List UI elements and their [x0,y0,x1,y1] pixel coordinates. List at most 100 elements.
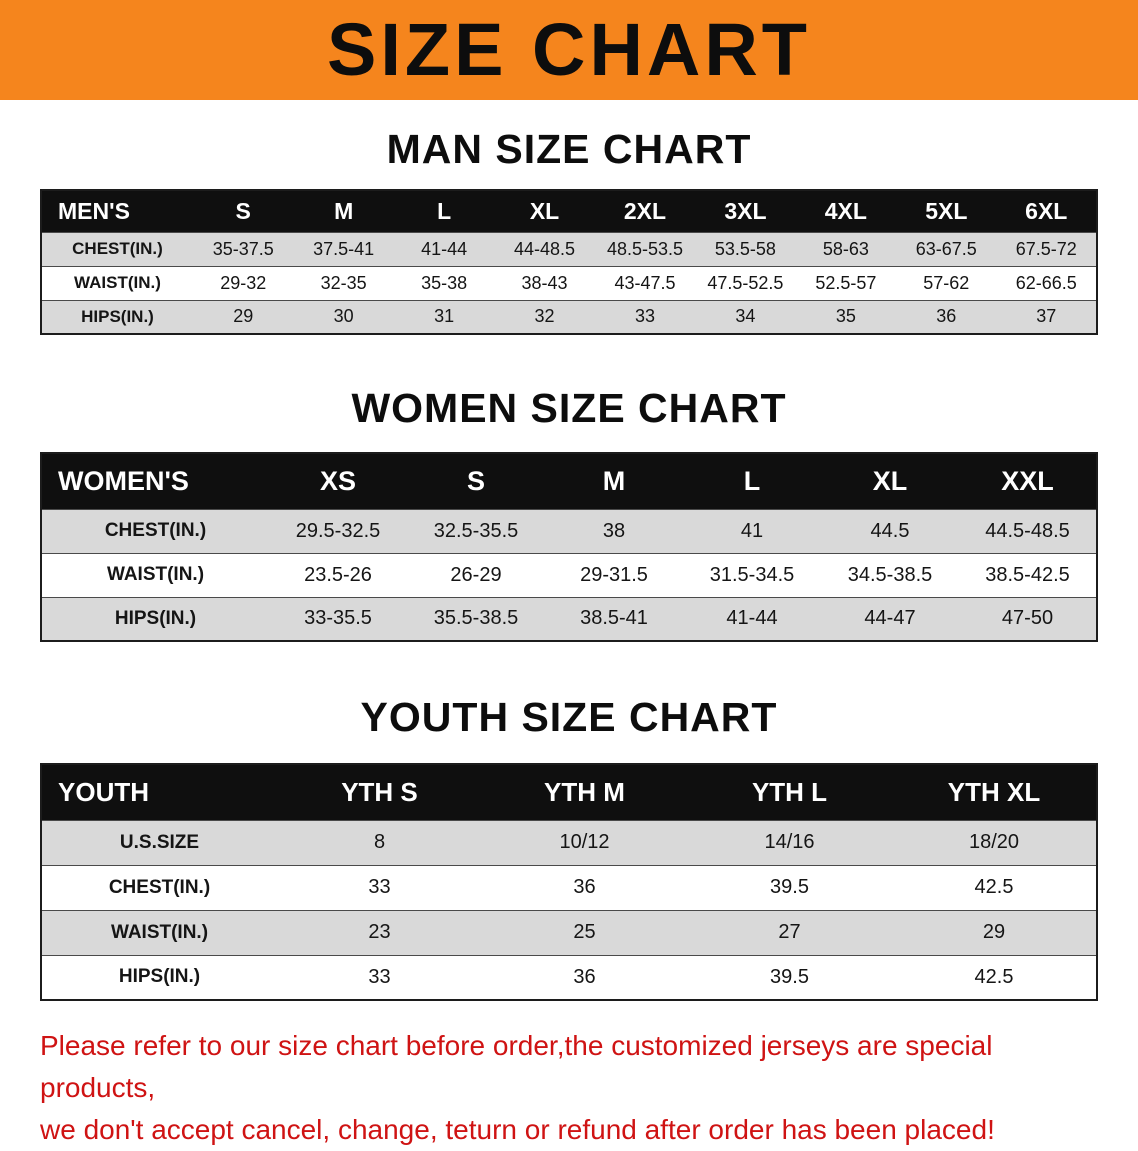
table-group-label: WOMEN'S [58,465,189,496]
value-cell: 41-44 [726,607,778,630]
row-label-cell: CHEST(IN.) [104,520,207,541]
table-row: HIPS(IN.) 33 36 39.5 42.5 [41,955,1097,1000]
value-cell: 35.5-38.5 [433,607,519,630]
size-chart-banner: SIZE CHART [0,0,1138,100]
table-group-label: MEN'S [58,197,130,224]
men-size-chart-heading: MAN SIZE CHART [386,126,752,172]
table-row: CHEST(IN.) 35-37.5 37.5-41 41-44 44-48.5 48.5… [41,232,1097,266]
value-cell: 27 [778,921,801,943]
size-column-header: 5XL [925,197,968,224]
value-cell: 37 [1036,306,1057,327]
size-column-header: XL [529,197,560,224]
size-column-header: XL [872,465,908,496]
value-cell: 52.5-57 [815,272,877,293]
table-group-label: YOUTH [58,776,149,807]
size-column-header: L [743,465,761,496]
table-header-row: MEN'S S M L XL 2XL 3XL 4XL 5XL 6XL [41,190,1097,232]
value-cell: 35-38 [421,272,468,293]
value-cell: 31.5-34.5 [709,563,795,586]
value-cell: 36 [936,306,957,327]
women-size-table: WOMEN'S XS S M L XL XXL CHEST(IN.) 29.5-32.5 32.5… [40,452,1098,642]
value-cell: 39.5 [770,965,809,988]
value-cell: 18/20 [968,831,1020,853]
row-label-cell: HIPS(IN.) [81,306,154,326]
page-title: SIZE CHART [327,8,811,91]
value-cell: 14/16 [764,831,815,853]
value-cell: 48.5-53.5 [606,238,683,259]
value-cell: 33 [368,876,391,898]
size-column-header: YTH S [341,776,418,807]
youth-size-table: YOUTH YTH S YTH M YTH L YTH XL U.S.SIZE 8 10/12… [40,763,1098,1001]
value-cell: 29-32 [220,272,267,293]
value-cell: 23.5-26 [304,563,372,586]
size-column-header: 3XL [724,197,767,224]
value-cell: 44.5 [870,519,910,542]
table-row: U.S.SIZE 8 10/12 14/16 18/20 [41,820,1097,865]
value-cell: 36 [573,965,596,988]
table-row: CHEST(IN.) 33 36 39.5 42.5 [41,865,1097,910]
value-cell: 41 [740,519,764,542]
disclaimer-line-2: we don't accept cancel, change, teturn o… [40,1114,995,1145]
table-row: HIPS(IN.) 33-35.5 35.5-38.5 38.5-41 41-44 44-… [41,597,1097,641]
value-cell: 35 [835,306,856,327]
value-cell: 33 [634,306,655,327]
value-cell: 32.5-35.5 [433,519,519,542]
value-cell: 32-35 [320,272,367,293]
table-header-row: WOMEN'S XS S M L XL XXL [41,453,1097,509]
value-cell: 29.5-32.5 [295,519,381,542]
value-cell: 38.5-42.5 [985,563,1070,586]
size-column-header: S [466,465,485,496]
table-row: HIPS(IN.) 29 30 31 32 33 34 35 36 37 [41,300,1097,334]
value-cell: 33-35.5 [304,607,372,630]
value-cell: 42.5 [974,876,1014,898]
value-cell: 44-47 [864,607,916,630]
value-cell: 23 [368,921,391,943]
value-cell: 42.5 [974,965,1014,988]
value-cell: 35-37.5 [212,238,274,259]
row-label-cell: HIPS(IN.) [118,966,201,988]
value-cell: 32 [534,306,555,327]
value-cell: 47.5-52.5 [707,272,784,293]
value-cell: 36 [573,876,596,898]
disclaimer-line-1: Please refer to our size chart before or… [40,1030,993,1103]
value-cell: 34.5-38.5 [847,563,933,586]
value-cell: 67.5-72 [1015,238,1077,259]
value-cell: 30 [333,306,354,327]
value-cell: 44-48.5 [514,238,576,259]
value-cell: 38 [602,519,626,542]
value-cell: 39.5 [770,876,809,898]
value-cell: 62-66.5 [1015,272,1077,293]
table-row: WAIST(IN.) 23 25 27 29 [41,910,1097,955]
value-cell: 10/12 [559,831,610,853]
value-cell: 29-31.5 [580,563,648,586]
value-cell: 38-43 [521,272,568,293]
size-column-header: 4XL [824,197,867,224]
size-column-header: M [602,465,626,496]
women-size-chart-heading: WOMEN SIZE CHART [351,385,787,431]
youth-size-chart-heading: YOUTH SIZE CHART [360,694,778,740]
table-row: WAIST(IN.) 29-32 32-35 35-38 38-43 43-47.5 47.… [41,266,1097,300]
size-column-header: M [334,197,354,224]
row-label-cell: HIPS(IN.) [114,607,197,629]
size-column-header: L [437,197,452,224]
size-column-header: 6XL [1025,197,1068,224]
youth-section: YOUTH SIZE CHART YOUTH YTH S YTH M YTH L YTH… [0,694,1138,1001]
size-column-header: XXL [1001,465,1054,496]
value-cell: 25 [573,921,596,943]
row-label-cell: WAIST(IN.) [110,921,209,943]
table-header-row: YOUTH YTH S YTH M YTH L YTH XL [41,764,1097,820]
row-label-cell: U.S.SIZE [119,831,200,853]
value-cell: 37.5-41 [313,238,375,259]
men-section: MAN SIZE CHART MEN'S S M L XL 2XL 3XL 4XL 5XL 6XL… [0,126,1138,335]
value-cell: 41-44 [421,238,468,259]
value-cell: 34 [735,306,756,327]
row-label-cell: CHEST(IN.) [108,876,211,898]
value-cell: 57-62 [923,272,970,293]
disclaimer: Please refer to our size chart before or… [40,1025,1098,1151]
table-row: CHEST(IN.) 29.5-32.5 32.5-35.5 38 41 44.5 44.5… [41,509,1097,553]
value-cell: 43-47.5 [614,272,676,293]
size-column-header: XS [319,465,357,496]
value-cell: 26-29 [450,563,502,586]
size-column-header: YTH XL [947,776,1041,807]
value-cell: 38.5-41 [580,607,648,630]
